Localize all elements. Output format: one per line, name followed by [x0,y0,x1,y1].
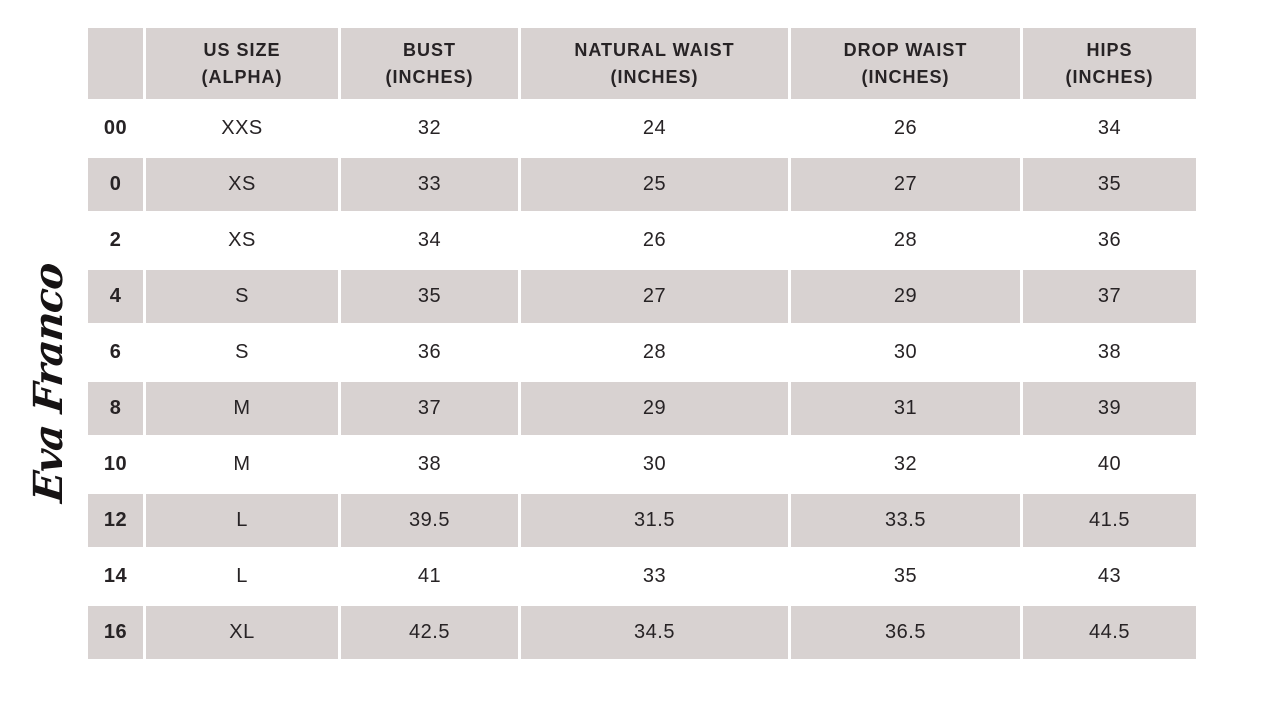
us-size-number-cell: 8 [85,379,146,438]
table-row: 14 L 41 33 35 43 [85,547,1199,606]
natural-waist-cell: 24 [518,99,791,158]
header-natural-waist-inches: NATURAL WAIST (INCHES) [518,25,791,102]
bust-cell: 37 [338,379,521,438]
table-row: 2 XS 34 26 28 36 [85,211,1199,270]
bust-cell: 36 [338,323,521,382]
table-row: 4 S 35 27 29 37 [85,267,1199,326]
hips-cell: 37 [1020,267,1199,326]
drop-waist-cell: 30 [788,323,1023,382]
bust-cell: 38 [338,435,521,494]
hips-cell: 35 [1020,155,1199,214]
alpha-size-cell: L [143,547,341,606]
natural-waist-cell: 30 [518,435,791,494]
alpha-size-cell: M [143,435,341,494]
hips-cell: 38 [1020,323,1199,382]
bust-cell: 32 [338,99,521,158]
alpha-size-cell: S [143,323,341,382]
natural-waist-cell: 31.5 [518,491,791,550]
us-size-number-cell: 6 [85,323,146,382]
natural-waist-cell: 29 [518,379,791,438]
bust-cell: 33 [338,155,521,214]
header-drop-waist-inches: DROP WAIST (INCHES) [788,25,1023,102]
hips-cell: 36 [1020,211,1199,270]
hips-cell: 34 [1020,99,1199,158]
hips-cell: 40 [1020,435,1199,494]
size-chart-header: US SIZE (ALPHA) BUST (INCHES) NATURAL WA… [85,25,1199,102]
natural-waist-cell: 34.5 [518,603,791,662]
natural-waist-cell: 27 [518,267,791,326]
brand-logo-text: Eva Franco [24,261,72,505]
hips-cell: 44.5 [1020,603,1199,662]
table-row: 10 M 38 30 32 40 [85,435,1199,494]
drop-waist-cell: 29 [788,267,1023,326]
us-size-number-cell: 16 [85,603,146,662]
size-chart-body: 00 XXS 32 24 26 34 0 XS 33 25 27 35 2 XS… [85,99,1199,662]
natural-waist-cell: 28 [518,323,791,382]
alpha-size-cell: S [143,267,341,326]
table-row: 6 S 36 28 30 38 [85,323,1199,382]
header-hips-inches: HIPS (INCHES) [1020,25,1199,102]
alpha-size-cell: XS [143,155,341,214]
header-bust-inches: BUST (INCHES) [338,25,521,102]
table-row: 8 M 37 29 31 39 [85,379,1199,438]
table-row: 00 XXS 32 24 26 34 [85,99,1199,158]
bust-cell: 34 [338,211,521,270]
drop-waist-cell: 35 [788,547,1023,606]
bust-cell: 42.5 [338,603,521,662]
alpha-size-cell: XXS [143,99,341,158]
natural-waist-cell: 25 [518,155,791,214]
bust-cell: 39.5 [338,491,521,550]
size-chart-table: US SIZE (ALPHA) BUST (INCHES) NATURAL WA… [85,25,1199,662]
table-row: 0 XS 33 25 27 35 [85,155,1199,214]
drop-waist-cell: 31 [788,379,1023,438]
us-size-number-cell: 4 [85,267,146,326]
drop-waist-cell: 26 [788,99,1023,158]
hips-cell: 41.5 [1020,491,1199,550]
us-size-number-cell: 00 [85,99,146,158]
bust-cell: 35 [338,267,521,326]
table-row: 16 XL 42.5 34.5 36.5 44.5 [85,603,1199,662]
us-size-number-cell: 0 [85,155,146,214]
natural-waist-cell: 26 [518,211,791,270]
us-size-number-cell: 12 [85,491,146,550]
hips-cell: 39 [1020,379,1199,438]
drop-waist-cell: 36.5 [788,603,1023,662]
alpha-size-cell: L [143,491,341,550]
us-size-number-cell: 2 [85,211,146,270]
table-row: 12 L 39.5 31.5 33.5 41.5 [85,491,1199,550]
drop-waist-cell: 33.5 [788,491,1023,550]
alpha-size-cell: M [143,379,341,438]
header-row: US SIZE (ALPHA) BUST (INCHES) NATURAL WA… [85,25,1199,102]
drop-waist-cell: 32 [788,435,1023,494]
us-size-number-cell: 14 [85,547,146,606]
bust-cell: 41 [338,547,521,606]
brand-logo: Eva Franco [3,258,93,508]
drop-waist-cell: 27 [788,155,1023,214]
alpha-size-cell: XS [143,211,341,270]
header-us-size-alpha: US SIZE (ALPHA) [143,25,341,102]
header-corner-cell [85,25,146,102]
us-size-number-cell: 10 [85,435,146,494]
natural-waist-cell: 33 [518,547,791,606]
hips-cell: 43 [1020,547,1199,606]
drop-waist-cell: 28 [788,211,1023,270]
alpha-size-cell: XL [143,603,341,662]
